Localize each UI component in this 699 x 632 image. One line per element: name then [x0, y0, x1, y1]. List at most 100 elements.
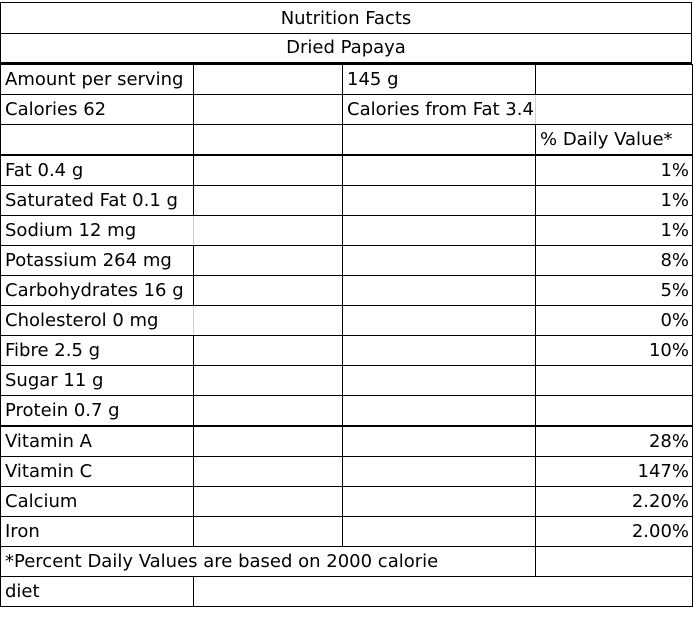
nutrient-dv-cell[interactable]: 1%	[535, 154, 693, 186]
nutrient-label-cell[interactable]: Saturated Fat 0.1 g	[0, 185, 194, 216]
empty-cell[interactable]	[193, 94, 343, 125]
empty-cell[interactable]	[342, 275, 536, 306]
vitamin-dv-cell[interactable]: 28%	[535, 425, 693, 457]
empty-cell[interactable]	[193, 275, 343, 306]
nutrient-label-cell[interactable]: Fat 0.4 g	[0, 154, 194, 186]
daily-value-header-row: % Daily Value*	[0, 124, 693, 156]
nutrient-label-cell[interactable]: Fibre 2.5 g	[0, 335, 194, 366]
vitamin-label-cell[interactable]: Iron	[0, 516, 194, 547]
empty-cell[interactable]	[193, 516, 343, 547]
nutrient-label: Saturated Fat 0.1 g	[5, 190, 178, 211]
vitamin-label: Vitamin A	[5, 431, 92, 452]
empty-cell[interactable]	[193, 395, 343, 427]
empty-cell[interactable]	[193, 365, 343, 396]
nutrient-dv: 0%	[660, 310, 689, 331]
vitamin-label-cell[interactable]: Vitamin A	[0, 425, 194, 457]
empty-cell[interactable]	[193, 576, 693, 607]
empty-cell[interactable]	[193, 154, 343, 186]
empty-cell[interactable]	[342, 456, 536, 487]
nutrient-label-cell[interactable]: Protein 0.7 g	[0, 395, 194, 427]
nutrient-dv-cell[interactable]: 1%	[535, 215, 693, 246]
serving-row: Amount per serving 145 g	[0, 64, 693, 95]
serving-value: 145 g	[347, 69, 399, 90]
vitamin-dv-cell[interactable]: 2.20%	[535, 486, 693, 517]
empty-cell[interactable]	[193, 64, 343, 95]
subtitle-cell[interactable]: Dried Papaya	[0, 33, 692, 64]
footnote-cell[interactable]: diet	[0, 576, 194, 607]
nutrient-label: Sugar 11 g	[5, 370, 104, 391]
vitamin-label: Calcium	[5, 491, 78, 512]
vitamin-dv-cell[interactable]: 147%	[535, 456, 693, 487]
footnote-line-1: *Percent Daily Values are based on 2000 …	[5, 551, 439, 572]
empty-cell[interactable]	[193, 124, 343, 156]
nutrient-dv: 1%	[660, 160, 689, 181]
nutrient-row: Potassium 264 mg 8%	[0, 245, 693, 276]
empty-cell[interactable]	[535, 546, 693, 577]
vitamin-label-cell[interactable]: Calcium	[0, 486, 194, 517]
nutrient-row: Sugar 11 g	[0, 365, 693, 396]
vitamin-label: Vitamin C	[5, 461, 93, 482]
vitamin-dv: 147%	[637, 461, 689, 482]
nutrient-dv-cell[interactable]: 10%	[535, 335, 693, 366]
nutrient-dv-cell[interactable]: 1%	[535, 185, 693, 216]
nutrient-label-cell[interactable]: Potassium 264 mg	[0, 245, 194, 276]
empty-cell[interactable]	[193, 215, 343, 246]
empty-cell[interactable]	[193, 425, 343, 457]
nutrient-dv: 1%	[660, 220, 689, 241]
empty-cell[interactable]	[342, 395, 536, 427]
empty-cell[interactable]	[0, 124, 194, 156]
nutrient-label: Protein 0.7 g	[5, 400, 120, 421]
empty-cell[interactable]	[193, 456, 343, 487]
daily-value-header-cell[interactable]: % Daily Value*	[535, 124, 693, 156]
empty-cell[interactable]	[535, 94, 693, 125]
nutrient-row: Saturated Fat 0.1 g 1%	[0, 185, 693, 216]
nutrient-dv-cell[interactable]: 8%	[535, 245, 693, 276]
daily-value-header: % Daily Value*	[540, 129, 673, 150]
nutrition-facts-title: Nutrition Facts	[280, 7, 412, 29]
nutrient-label-cell[interactable]: Sodium 12 mg	[0, 215, 194, 246]
nutrient-dv: 1%	[660, 190, 689, 211]
empty-cell[interactable]	[342, 305, 536, 336]
empty-cell[interactable]	[342, 516, 536, 547]
nutrient-dv-cell[interactable]: 5%	[535, 275, 693, 306]
empty-cell[interactable]	[193, 335, 343, 366]
nutrient-label: Sodium 12 mg	[5, 220, 137, 241]
empty-cell[interactable]	[342, 486, 536, 517]
vitamin-label-cell[interactable]: Vitamin C	[0, 456, 194, 487]
product-name: Dried Papaya	[286, 37, 406, 58]
nutrient-dv: 8%	[660, 250, 689, 271]
empty-cell[interactable]	[342, 154, 536, 186]
empty-cell[interactable]	[193, 245, 343, 276]
vitamin-row: Iron 2.00%	[0, 516, 693, 547]
serving-label-cell[interactable]: Amount per serving	[0, 64, 194, 95]
empty-cell[interactable]	[193, 185, 343, 216]
nutrient-label-cell[interactable]: Sugar 11 g	[0, 365, 194, 396]
empty-cell[interactable]	[342, 185, 536, 216]
nutrient-label-cell[interactable]: Carbohydrates 16 g	[0, 275, 194, 306]
empty-cell[interactable]	[342, 215, 536, 246]
footnote-cell[interactable]: *Percent Daily Values are based on 2000 …	[0, 546, 536, 577]
vitamin-dv-cell[interactable]: 2.00%	[535, 516, 693, 547]
vitamin-dv: 2.20%	[631, 491, 689, 512]
nutrient-dv-cell[interactable]	[535, 395, 693, 427]
nutrient-dv-cell[interactable]	[535, 365, 693, 396]
nutrient-label-cell[interactable]: Cholesterol 0 mg	[0, 305, 194, 336]
nutrient-label: Potassium 264 mg	[5, 250, 172, 271]
empty-cell[interactable]	[342, 425, 536, 457]
empty-cell[interactable]	[193, 486, 343, 517]
empty-cell[interactable]	[193, 305, 343, 336]
title-cell[interactable]: Nutrition Facts	[0, 2, 692, 34]
vitamin-row: Calcium 2.20%	[0, 486, 693, 517]
nutrient-row: Cholesterol 0 mg 0%	[0, 305, 693, 336]
empty-cell[interactable]	[342, 365, 536, 396]
empty-cell[interactable]	[342, 124, 536, 156]
serving-value-cell[interactable]: 145 g	[342, 64, 536, 95]
empty-cell[interactable]	[535, 64, 693, 95]
nutrient-dv-cell[interactable]: 0%	[535, 305, 693, 336]
nutrient-dv: 5%	[660, 280, 689, 301]
empty-cell[interactable]	[342, 245, 536, 276]
calories-from-fat-cell[interactable]: Calories from Fat 3.4	[342, 94, 536, 125]
empty-cell[interactable]	[342, 335, 536, 366]
calories-cell[interactable]: Calories 62	[0, 94, 194, 125]
